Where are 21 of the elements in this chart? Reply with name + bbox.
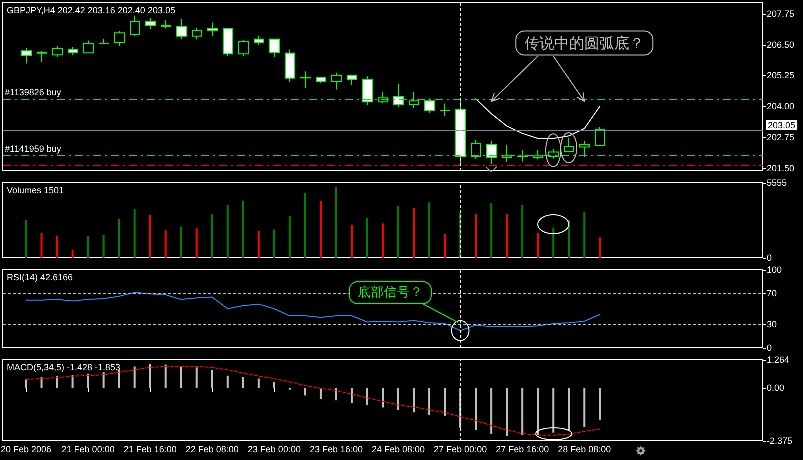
y-tick-label: 0 (767, 253, 772, 263)
y-tick-label: 202.75 (767, 132, 795, 142)
y-tick-label: 5555 (767, 178, 788, 188)
y-tick-label: 0 (767, 343, 772, 353)
ref-line-label: #1139826 buy (5, 88, 62, 98)
y-tick-label: 205.25 (767, 70, 795, 81)
y-tick-label: 30 (767, 320, 778, 330)
ref-line-label: 203.05 (768, 120, 796, 130)
chart-title: RSI(14) 42.6166 (7, 272, 74, 282)
y-tick-label: 70 (767, 288, 778, 298)
annotation: 传说中的圆弧底？ (524, 34, 645, 52)
y-tick-label: 100 (767, 265, 782, 275)
y-tick-label: 201.50 (767, 163, 795, 174)
y-tick-label: 206.50 (767, 40, 795, 50)
ref-line-label: #1141959 buy (5, 144, 62, 154)
chart-title: Volumes 1501 (7, 186, 64, 196)
y-tick-label: 207.75 (767, 8, 795, 19)
annotation: 底部信号？ (358, 285, 424, 300)
y-tick-label: 204.00 (767, 102, 795, 112)
y-tick-label: 1.264 (767, 355, 790, 365)
chart-title: GBPJPY,H4 202.42 203.16 202.40 203.05 (7, 6, 176, 16)
